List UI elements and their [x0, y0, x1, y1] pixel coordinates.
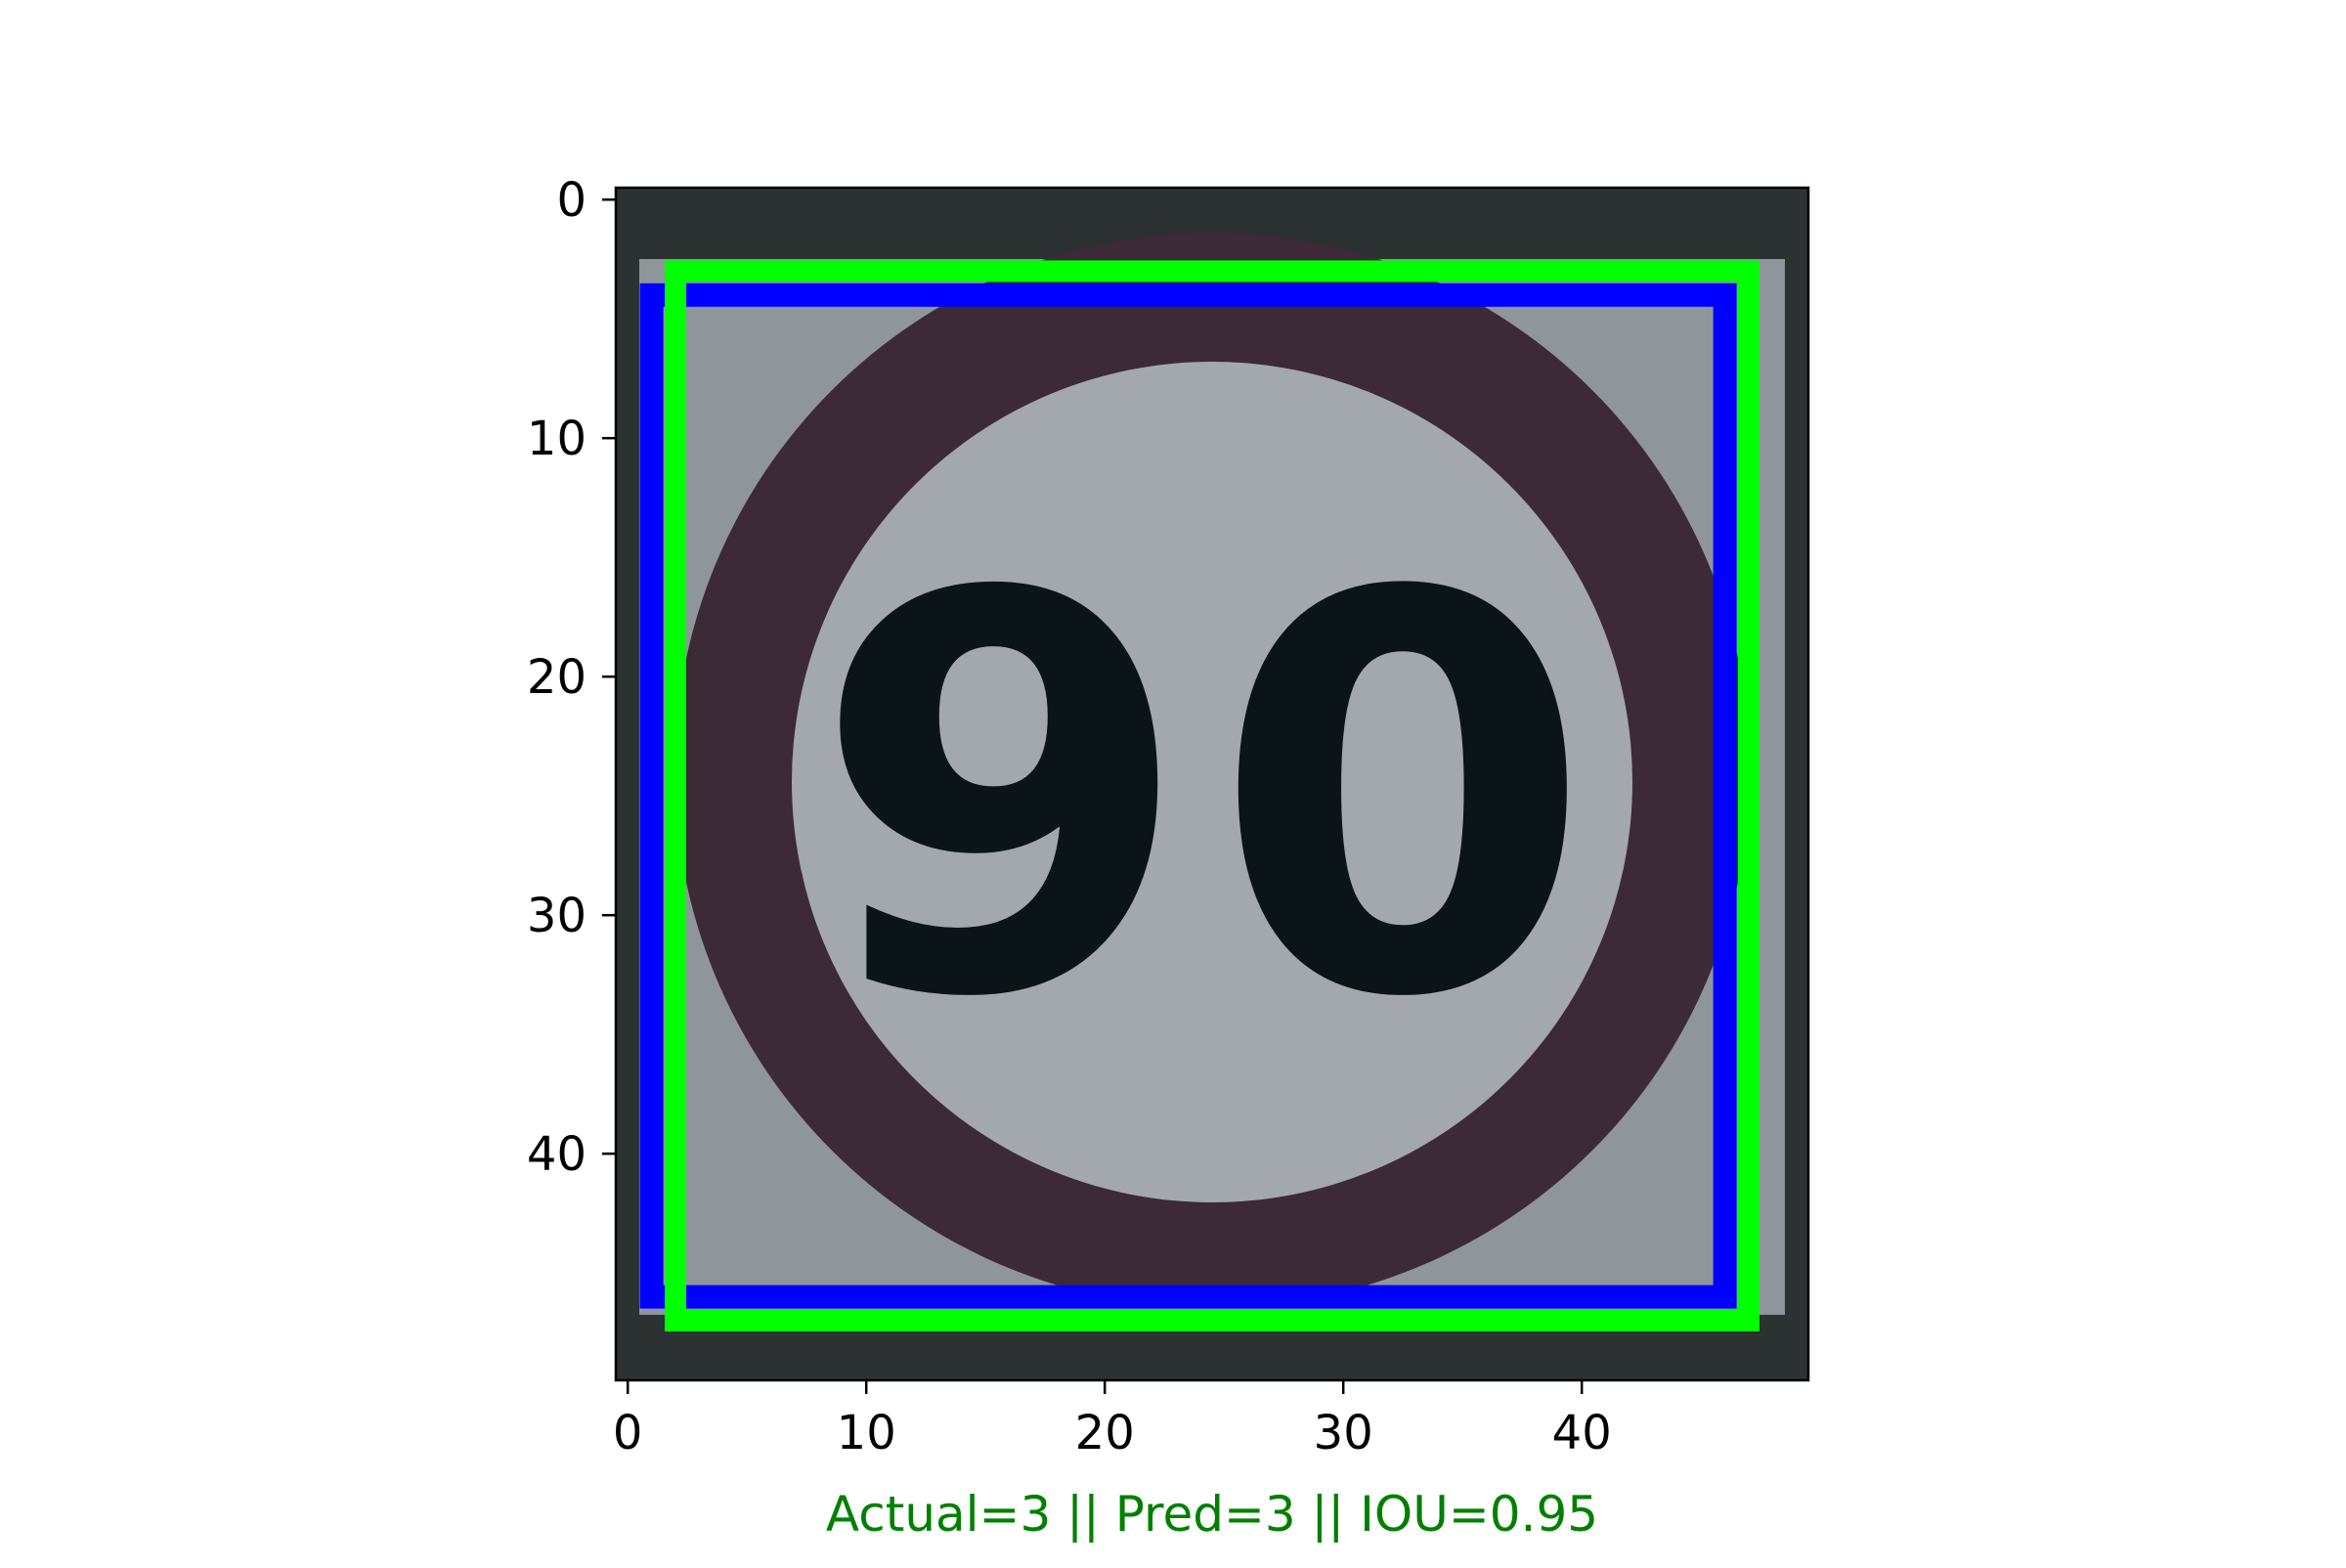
x-tick-label: 0	[613, 1406, 643, 1460]
x-tick-label: 40	[1552, 1406, 1612, 1460]
y-axis-ticks: 0 10 20 30 40	[527, 173, 616, 1182]
x-tick-label: 20	[1075, 1406, 1135, 1460]
actual-bounding-box	[639, 283, 1737, 1309]
traffic-sign-image: 90	[616, 188, 1808, 1380]
predicted-bounding-box	[665, 260, 1760, 1331]
y-tick-label: 20	[527, 650, 586, 705]
sign-inner-disc	[792, 362, 1632, 1202]
y-tick-label: 10	[527, 412, 586, 466]
figure-caption: Actual=3 || Pred=3 || IOU=0.95	[826, 1486, 1598, 1543]
y-tick-label: 30	[527, 889, 586, 943]
x-axis-ticks: 0 10 20 30 40	[613, 1380, 1612, 1460]
x-tick-label: 30	[1314, 1406, 1373, 1460]
sign-digits: 90	[811, 480, 1612, 1117]
y-tick-label: 0	[556, 173, 586, 228]
x-tick-label: 10	[837, 1406, 896, 1460]
axes-frame	[614, 186, 1810, 1382]
y-tick-label: 40	[527, 1127, 586, 1182]
